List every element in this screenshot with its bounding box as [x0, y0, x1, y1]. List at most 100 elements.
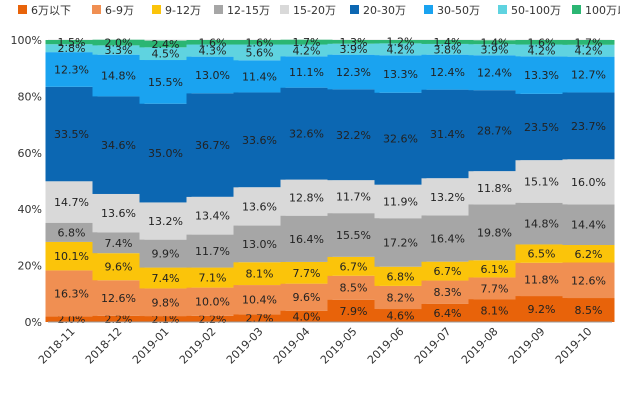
- bar-segment: [139, 202, 192, 240]
- data-label: 23.5%: [524, 121, 559, 134]
- legend-swatch: [572, 5, 581, 14]
- x-tick-label: 2019-08: [459, 325, 501, 367]
- bar-segment: [280, 261, 333, 284]
- bar-segment: [45, 40, 98, 45]
- bar-segment: [233, 285, 286, 315]
- bar-segment: [45, 52, 98, 87]
- bar-segment: [562, 40, 615, 45]
- bar-segment: [468, 299, 521, 322]
- bar-segment: [515, 202, 568, 245]
- data-label: 11.7%: [195, 245, 230, 258]
- legend-label: 15-20万: [293, 4, 336, 17]
- legend-label: 6-9万: [105, 4, 134, 17]
- data-label: 7.9%: [340, 305, 368, 318]
- bar-segment: [233, 40, 286, 45]
- data-label: 9.6%: [293, 291, 321, 304]
- bar-segment: [327, 256, 380, 276]
- data-label: 2.4%: [152, 38, 180, 51]
- data-label: 6.4%: [434, 307, 462, 320]
- bar-segment: [421, 303, 474, 322]
- data-label: 13.4%: [195, 210, 230, 223]
- bar-segment: [562, 262, 615, 299]
- bar-segment: [92, 232, 145, 254]
- data-label: 8.3%: [434, 286, 462, 299]
- bar-segment: [139, 239, 192, 268]
- data-label: 6.7%: [340, 260, 368, 273]
- data-label: 8.2%: [387, 291, 415, 304]
- bar-segment: [468, 204, 521, 261]
- legend-swatch: [18, 5, 27, 14]
- bar-segment: [92, 39, 145, 46]
- bar-segment: [327, 299, 380, 322]
- legend-label: 9-12万: [165, 4, 201, 17]
- bar-segment: [45, 316, 98, 322]
- bar-segment: [468, 90, 521, 172]
- data-label: 2.0%: [105, 37, 133, 50]
- data-label: 8.5%: [340, 282, 368, 295]
- data-label: 31.4%: [430, 128, 465, 141]
- data-label: 2.8%: [58, 42, 86, 55]
- legend-swatch: [214, 5, 223, 14]
- data-label: 7.7%: [293, 267, 321, 280]
- bar-segment: [186, 287, 239, 316]
- data-label: 1.6%: [246, 36, 274, 49]
- bar-segment: [515, 93, 568, 161]
- data-label: 16.0%: [571, 176, 606, 189]
- data-label: 14.7%: [54, 196, 89, 209]
- bar-segment: [233, 44, 286, 61]
- y-tick-label: 20%: [18, 260, 42, 273]
- bar-segment: [374, 266, 427, 286]
- data-label: 13.0%: [195, 69, 230, 82]
- bar-segment: [468, 44, 521, 56]
- data-label: 8.1%: [246, 268, 274, 281]
- bar-segment: [562, 92, 615, 160]
- data-label: 12.6%: [571, 274, 606, 287]
- data-label: 2.0%: [58, 313, 86, 326]
- bar-segment: [515, 296, 568, 322]
- bar-segment: [421, 280, 474, 304]
- bar-segment: [280, 310, 333, 322]
- legend-swatch: [92, 5, 101, 14]
- bar-segment: [374, 92, 427, 185]
- bar-segment: [92, 45, 145, 55]
- bar-segment: [186, 93, 239, 197]
- data-label: 6.1%: [481, 263, 509, 276]
- data-label: 15.1%: [524, 175, 559, 188]
- bar-segment: [233, 92, 286, 188]
- bar-segment: [139, 316, 192, 322]
- x-tick-label: 2018-12: [83, 325, 125, 367]
- bars: 2.0% 16.3% 10.1% 6.8% 14.7% 33.5% 12.3% 2.8%1.5…: [45, 36, 615, 326]
- bar-segment: [233, 314, 286, 322]
- bar-segment: [139, 60, 192, 104]
- legend-swatch: [152, 5, 161, 14]
- bar-segment: [421, 89, 474, 179]
- data-label: 8.5%: [575, 304, 603, 317]
- bar-segment: [280, 283, 333, 311]
- data-label: 23.7%: [571, 120, 606, 133]
- data-label: 12.3%: [336, 66, 371, 79]
- bar-segment: [280, 56, 333, 88]
- bar-segment: [562, 56, 615, 93]
- data-label: 4.2%: [293, 44, 321, 57]
- bar-segment: [186, 267, 239, 288]
- bar-segment: [45, 222, 98, 242]
- data-label: 9.8%: [152, 296, 180, 309]
- data-label: 4.0%: [293, 310, 321, 323]
- data-label: 12.3%: [54, 63, 89, 76]
- bar-segment: [280, 44, 333, 57]
- bar-segment: [45, 241, 98, 271]
- bar-segment: [421, 43, 474, 55]
- bar-segment: [139, 40, 192, 48]
- data-label: 7.7%: [481, 282, 509, 295]
- bar-segment: [280, 87, 333, 180]
- data-label: 4.6%: [387, 310, 415, 323]
- data-label: 1.2%: [387, 36, 415, 49]
- bar-segment: [139, 103, 192, 203]
- bar-segment: [515, 44, 568, 57]
- data-label: 1.4%: [481, 36, 509, 49]
- data-label: 10.1%: [54, 250, 89, 263]
- data-label: 7.1%: [199, 272, 227, 285]
- bar-segment: [186, 234, 239, 268]
